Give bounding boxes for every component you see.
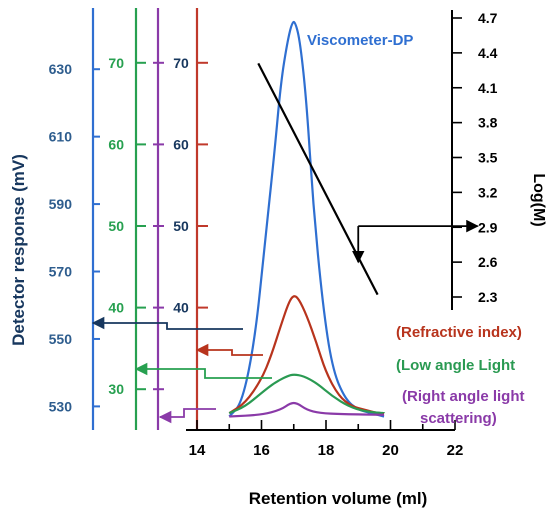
green-tick-label: 50 [108, 218, 124, 234]
x-axis-title: Retention volume (ml) [249, 489, 428, 508]
x-tick-label: 18 [318, 442, 335, 459]
series-viscometer-dp [228, 20, 385, 418]
arrows-layer [91, 219, 479, 424]
purple-tick-label: 40 [173, 300, 189, 316]
purple-tick-label: 60 [173, 136, 189, 152]
y-axis-title-right: Log(M) [530, 173, 547, 226]
purple-tick-label: 70 [173, 55, 189, 71]
y-axis-title-left: Detector response (mV) [9, 154, 28, 346]
logm-tick-label: 2.9 [478, 219, 498, 235]
logm-tick-label: 3.8 [478, 115, 498, 131]
mv-tick-label: 590 [49, 196, 73, 212]
series-refractive-index [228, 295, 385, 415]
purple-tick-label: 50 [173, 218, 189, 234]
baseline-arrow [91, 316, 243, 330]
logm-tick-label: 3.5 [478, 150, 498, 166]
labels-layer: Retention volume (ml) Detector response … [9, 32, 547, 508]
logm-tick-label: 3.2 [478, 184, 498, 200]
mv-tick-label: 550 [49, 331, 73, 347]
x-tick-label: 14 [189, 442, 206, 459]
green-tick-label: 30 [108, 381, 124, 397]
series-layer [228, 20, 385, 418]
green-tick-label: 60 [108, 136, 124, 152]
series-right-angle-light [229, 401, 385, 418]
logm-tick-label: 2.6 [478, 254, 498, 270]
logm-tick-label: 4.4 [478, 45, 498, 61]
legend-right-angle-line1: (Right angle light [402, 388, 524, 405]
x-tick-label: 16 [253, 442, 270, 459]
baseline-arrow [158, 408, 216, 424]
legend-viscometer: Viscometer-DP [307, 32, 413, 49]
mv-tick-label: 530 [49, 398, 73, 414]
legend-refractive-index: (Refractive index) [396, 324, 522, 341]
green-tick-label: 70 [108, 55, 124, 71]
logm-tick-label: 4.1 [478, 80, 498, 96]
series-low-angle-light [228, 373, 385, 415]
x-tick-label: 20 [382, 442, 399, 459]
baseline-arrow [195, 343, 263, 357]
mv-tick-label: 570 [49, 264, 73, 280]
logm-tick-label: 4.7 [478, 10, 498, 26]
x-tick-label: 22 [447, 442, 464, 459]
green-tick-label: 40 [108, 300, 124, 316]
mv-tick-label: 610 [49, 129, 73, 145]
mv-tick-label: 630 [49, 61, 73, 77]
legend-low-angle-light: (Low angle Light [396, 357, 515, 374]
legend-right-angle-line2: scattering) [420, 410, 497, 427]
logm-tick-label: 2.3 [478, 289, 498, 305]
axes-layer: 530 550 570 590 610 630 30 40 50 60 70 40 50 60 70 14 16… [49, 8, 498, 459]
baseline-arrow [134, 362, 272, 379]
